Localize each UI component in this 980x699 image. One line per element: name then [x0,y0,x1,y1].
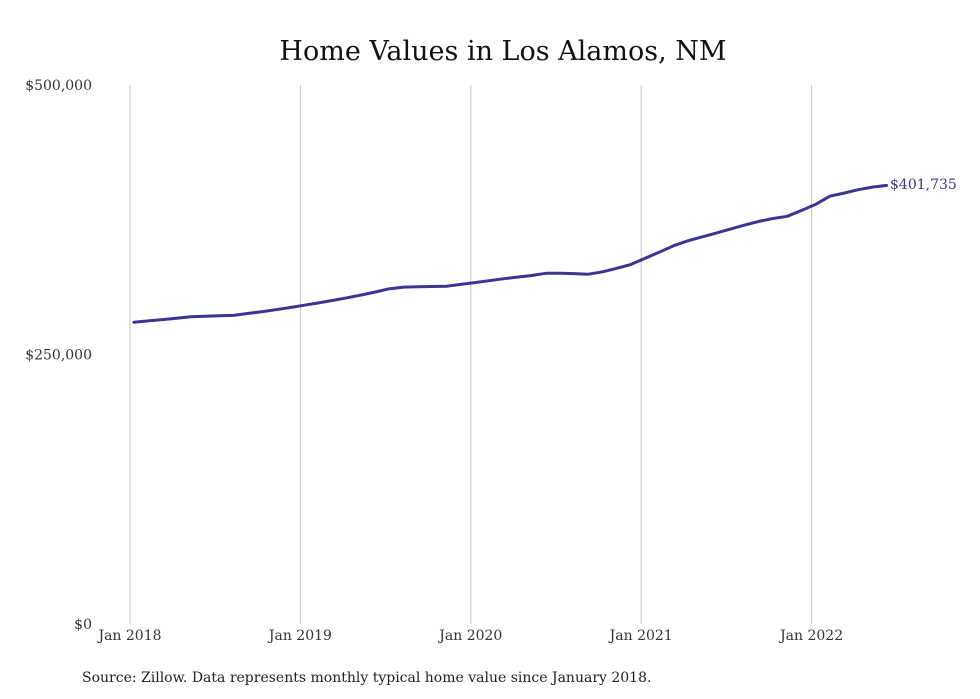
x-axis: Jan 2018 Jan 2019 Jan 2020 Jan 2021 Jan 2022 [96,628,843,644]
x-tick-label: Jan 2019 [267,628,332,644]
x-tick-label: Jan 2021 [608,628,673,644]
end-value-label: $401,735 [890,177,957,193]
chart-title: Home Values in Los Alamos, NM [279,36,726,67]
y-tick-label: $500,000 [25,78,92,94]
y-tick-label: $250,000 [25,348,92,364]
source-note: Source: Zillow. Data represents monthly … [82,670,651,686]
y-tick-label: $0 [74,617,92,633]
x-tick-label: Jan 2020 [437,628,502,644]
series-group [132,183,889,324]
x-tick-label: Jan 2022 [778,628,843,644]
y-axis: $0 $250,000 $500,000 [25,78,92,633]
x-tick-label: Jan 2018 [96,628,161,644]
grid-lines [129,85,813,624]
series-line [132,183,889,324]
